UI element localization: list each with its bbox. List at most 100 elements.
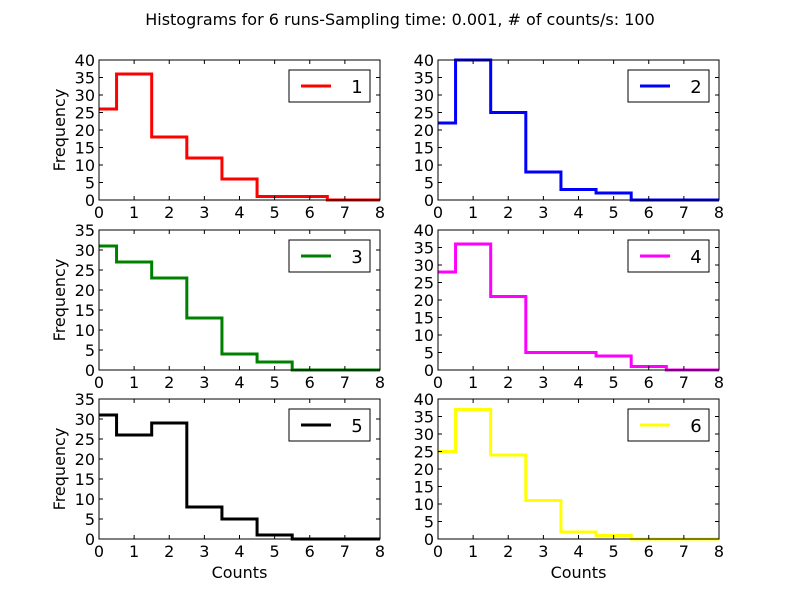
y-tick-label: 25 xyxy=(75,261,95,280)
x-tick-label: 8 xyxy=(375,542,385,561)
y-tick-label: 5 xyxy=(85,174,95,193)
x-tick-label: 6 xyxy=(644,542,654,561)
x-tick-label: 7 xyxy=(679,203,689,222)
y-tick-label: 35 xyxy=(75,390,95,409)
y-tick-label: 30 xyxy=(414,86,434,105)
y-tick-label: 30 xyxy=(75,86,95,105)
y-tick-label: 15 xyxy=(414,139,434,158)
y-tick-label: 20 xyxy=(414,121,434,140)
x-tick-label: 2 xyxy=(164,373,174,392)
x-tick-label: 7 xyxy=(340,373,350,392)
y-tick-label: 10 xyxy=(75,321,95,340)
y-tick-label: 5 xyxy=(424,174,434,193)
y-tick-label: 15 xyxy=(75,301,95,320)
y-tick-label: 35 xyxy=(414,408,434,427)
x-tick-label: 2 xyxy=(503,203,513,222)
y-tick-label: 10 xyxy=(414,326,434,345)
x-tick-label: 4 xyxy=(573,203,583,222)
x-tick-label: 3 xyxy=(538,542,548,561)
x-tick-label: 0 xyxy=(94,542,104,561)
x-tick-label: 8 xyxy=(714,373,724,392)
legend-label: 3 xyxy=(351,247,362,268)
y-tick-label: 10 xyxy=(414,495,434,514)
x-tick-label: 1 xyxy=(129,542,139,561)
x-axis-label: Counts xyxy=(551,563,607,582)
x-tick-label: 6 xyxy=(644,203,654,222)
x-tick-label: 6 xyxy=(305,542,315,561)
legend: 2 xyxy=(627,69,710,103)
x-tick-label: 5 xyxy=(609,542,619,561)
x-tick-label: 4 xyxy=(573,373,583,392)
x-tick-label: 5 xyxy=(609,373,619,392)
y-tick-label: 5 xyxy=(85,510,95,529)
x-tick-label: 2 xyxy=(164,203,174,222)
x-tick-label: 0 xyxy=(433,373,443,392)
y-tick-label: 20 xyxy=(414,460,434,479)
x-tick-label: 1 xyxy=(468,542,478,561)
y-tick-label: 5 xyxy=(424,344,434,363)
y-tick-label: 5 xyxy=(424,513,434,532)
y-tick-label: 25 xyxy=(414,443,434,462)
y-tick-label: 0 xyxy=(85,191,95,210)
y-tick-label: 35 xyxy=(414,239,434,258)
x-tick-label: 7 xyxy=(340,542,350,561)
x-tick-label: 4 xyxy=(234,542,244,561)
y-tick-label: 30 xyxy=(414,425,434,444)
figure-title: Histograms for 6 runs-Sampling time: 0.0… xyxy=(145,10,655,29)
y-tick-label: 10 xyxy=(75,490,95,509)
x-tick-label: 3 xyxy=(199,542,209,561)
y-axis-label: Frequency xyxy=(50,89,69,172)
y-tick-label: 35 xyxy=(75,69,95,88)
x-tick-label: 3 xyxy=(199,373,209,392)
y-tick-label: 20 xyxy=(414,291,434,310)
x-tick-label: 8 xyxy=(714,203,724,222)
x-tick-label: 8 xyxy=(375,373,385,392)
series-line-1 xyxy=(99,72,380,202)
x-tick-label: 7 xyxy=(679,542,689,561)
legend: 4 xyxy=(627,239,710,273)
legend: 1 xyxy=(288,69,371,103)
y-axis-label: Frequency xyxy=(50,259,69,342)
x-tick-label: 1 xyxy=(468,373,478,392)
y-tick-label: 25 xyxy=(414,274,434,293)
y-tick-label: 15 xyxy=(75,470,95,489)
x-tick-label: 6 xyxy=(644,373,654,392)
y-tick-label: 40 xyxy=(414,221,434,240)
y-tick-label: 30 xyxy=(75,241,95,260)
legend-label: 5 xyxy=(351,416,362,437)
y-tick-label: 20 xyxy=(75,281,95,300)
y-tick-label: 0 xyxy=(424,191,434,210)
x-tick-label: 5 xyxy=(270,542,280,561)
y-tick-label: 0 xyxy=(424,530,434,549)
x-tick-label: 8 xyxy=(714,542,724,561)
y-tick-label: 40 xyxy=(75,51,95,70)
x-tick-label: 5 xyxy=(270,373,280,392)
x-tick-label: 6 xyxy=(305,373,315,392)
x-tick-label: 4 xyxy=(573,542,583,561)
x-tick-label: 5 xyxy=(270,203,280,222)
x-tick-label: 7 xyxy=(679,373,689,392)
x-tick-label: 1 xyxy=(129,373,139,392)
x-axis-label: Counts xyxy=(212,563,268,582)
x-tick-label: 0 xyxy=(94,373,104,392)
y-tick-label: 10 xyxy=(75,156,95,175)
y-tick-label: 0 xyxy=(424,361,434,380)
x-tick-label: 1 xyxy=(468,203,478,222)
x-tick-label: 2 xyxy=(503,373,513,392)
y-tick-label: 0 xyxy=(85,530,95,549)
y-tick-label: 40 xyxy=(414,390,434,409)
x-tick-label: 3 xyxy=(538,203,548,222)
y-tick-label: 10 xyxy=(414,156,434,175)
y-tick-label: 30 xyxy=(414,256,434,275)
x-tick-label: 1 xyxy=(129,203,139,222)
y-tick-label: 20 xyxy=(75,121,95,140)
y-tick-label: 30 xyxy=(75,410,95,429)
y-tick-label: 25 xyxy=(75,104,95,123)
